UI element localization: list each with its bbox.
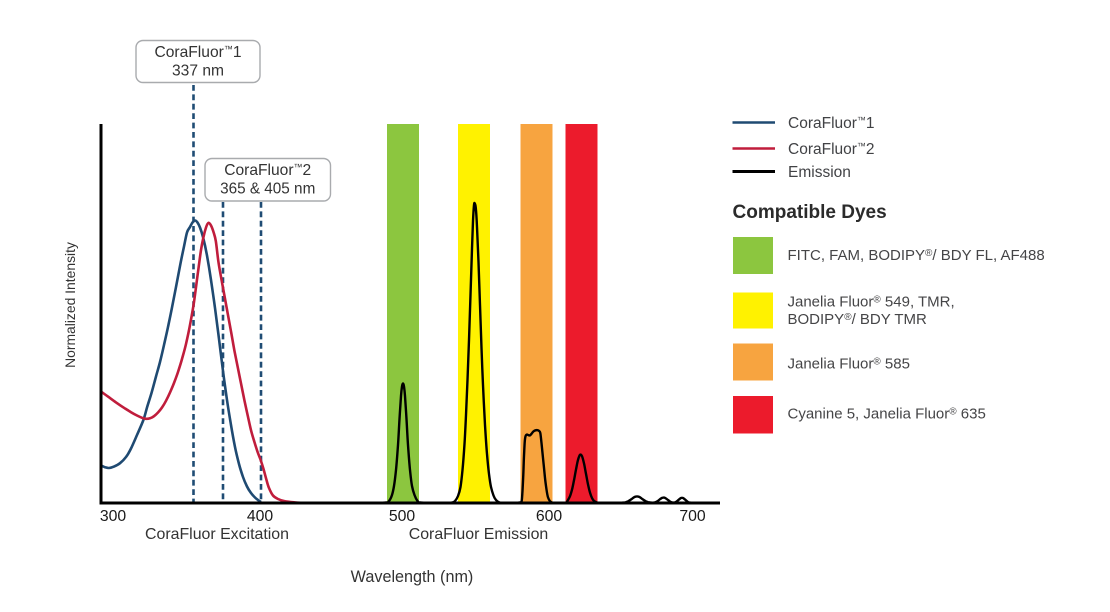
- svg-text:500: 500: [389, 508, 416, 525]
- svg-text:CoraFluor Excitation: CoraFluor Excitation: [145, 526, 289, 543]
- svg-text:Janelia Fluor® 549, TMR,: Janelia Fluor® 549, TMR,: [788, 294, 955, 311]
- svg-text:700: 700: [679, 508, 706, 525]
- svg-text:CoraFluor™2: CoraFluor™2: [788, 141, 875, 158]
- svg-text:Normalized Intensity: Normalized Intensity: [62, 242, 78, 368]
- svg-text:CoraFluor Emission: CoraFluor Emission: [409, 526, 549, 543]
- svg-text:CoraFluor™1: CoraFluor™1: [788, 115, 875, 132]
- svg-text:Cyanine 5, Janelia Fluor® 635: Cyanine 5, Janelia Fluor® 635: [788, 406, 986, 423]
- svg-text:Janelia Fluor® 585: Janelia Fluor® 585: [788, 356, 910, 373]
- svg-text:Compatible Dyes: Compatible Dyes: [733, 202, 887, 223]
- svg-text:CoraFluor™1: CoraFluor™1: [154, 44, 241, 61]
- svg-text:CoraFluor™2: CoraFluor™2: [224, 162, 311, 179]
- svg-text:300: 300: [100, 508, 127, 525]
- svg-text:337 nm: 337 nm: [172, 63, 224, 80]
- svg-text:Wavelength (nm): Wavelength (nm): [351, 568, 474, 586]
- svg-text:365 & 405 nm: 365 & 405 nm: [220, 181, 315, 198]
- svg-text:Emission: Emission: [788, 164, 851, 181]
- svg-text:FITC, FAM, BODIPY®/ BDY FL, AF: FITC, FAM, BODIPY®/ BDY FL, AF488: [788, 247, 1045, 264]
- svg-text:400: 400: [247, 508, 274, 525]
- svg-text:BODIPY®/ BDY TMR: BODIPY®/ BDY TMR: [788, 311, 928, 328]
- svg-text:600: 600: [536, 508, 563, 525]
